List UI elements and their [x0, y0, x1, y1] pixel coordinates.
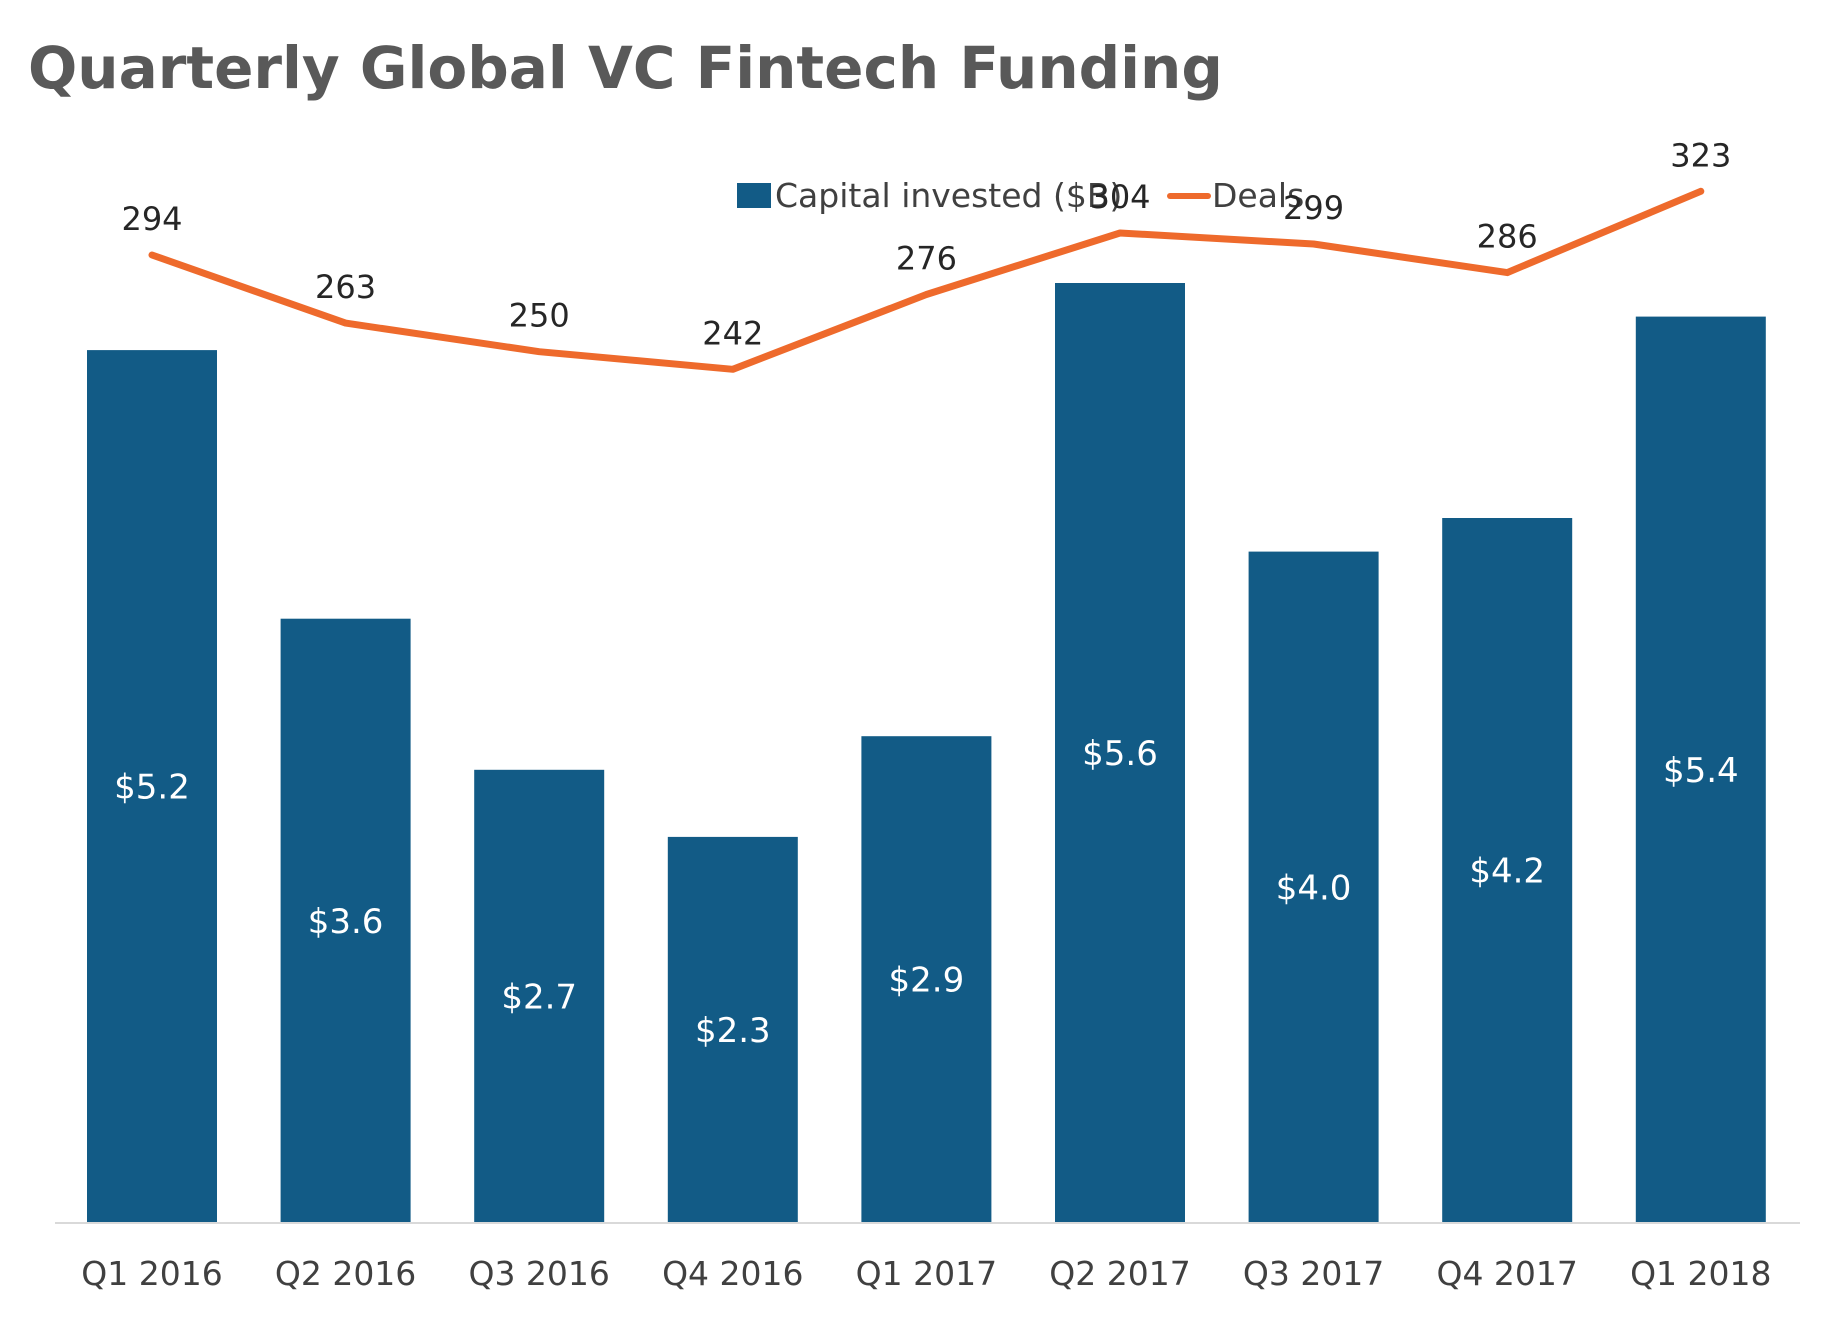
deals-point-3 [729, 366, 736, 373]
deal-value-label-7: 286 [1477, 218, 1538, 256]
bar-capital-0 [87, 350, 217, 1224]
x-tick-label-3: Q4 2016 [662, 1254, 803, 1293]
deals-point-4 [923, 291, 930, 298]
bar-capital-8 [1635, 316, 1766, 1224]
bar-capital-3 [667, 836, 798, 1223]
legend: Capital invested ($B) Deals [737, 176, 1304, 215]
x-tick-label-8: Q1 2018 [1630, 1254, 1771, 1293]
deal-value-label-5: 304 [1089, 178, 1150, 216]
data-labels: $5.2 294 $3.6 263 $2.7 250 $2.3 242 $2.9 276 $5.6 3… [114, 136, 1739, 1051]
bar-capital-4 [861, 736, 992, 1223]
deal-value-label-6: 299 [1283, 189, 1344, 227]
x-axis-ticks: Q1 2016 Q2 2016 Q3 2016 Q4 2016 Q1 2017 Q2 20… [81, 1254, 1771, 1293]
bar-capital-2 [474, 769, 605, 1223]
deals-point-2 [536, 348, 543, 355]
x-tick-label-0: Q1 2016 [81, 1254, 222, 1293]
bar-value-label-0: $5.2 [114, 768, 190, 808]
bar-value-label-8: $5.4 [1663, 751, 1739, 791]
x-tick-label-2: Q3 2016 [468, 1254, 609, 1293]
bar-capital-1 [280, 618, 411, 1223]
chart-title: Quarterly Global VC Fintech Funding [28, 34, 1223, 102]
deals-point-8 [1697, 188, 1704, 195]
deal-value-label-4: 276 [896, 240, 957, 278]
bars [87, 283, 1766, 1224]
bar-value-label-7: $4.2 [1469, 852, 1545, 892]
deals-line-series [148, 187, 1705, 373]
bar-capital-7 [1442, 518, 1573, 1223]
bar-value-label-5: $5.6 [1082, 734, 1158, 774]
bar-capital-5 [1055, 283, 1185, 1223]
x-tick-label-1: Q2 2016 [275, 1254, 416, 1293]
deals-point-0 [149, 252, 155, 258]
deal-value-label-2: 250 [509, 297, 570, 335]
deals-point-6 [1310, 241, 1317, 247]
deals-point-5 [1117, 230, 1123, 236]
deals-point-7 [1504, 269, 1511, 276]
bar-value-label-3: $2.3 [695, 1011, 771, 1051]
legend-swatch-capital [737, 183, 771, 208]
bar-value-label-2: $2.7 [501, 977, 577, 1017]
bar-value-label-6: $4.0 [1276, 868, 1352, 908]
deals-point-1 [342, 320, 349, 327]
deal-value-label-1: 263 [315, 268, 376, 306]
deals-line [148, 187, 1705, 373]
legend-label-deals: Deals [1212, 176, 1304, 215]
deal-value-label-3: 242 [702, 314, 763, 352]
deal-value-label-0: 294 [121, 200, 182, 238]
x-tick-label-5: Q2 2017 [1049, 1254, 1190, 1293]
bar-value-label-1: $3.6 [308, 902, 384, 942]
x-tick-label-7: Q4 2017 [1436, 1254, 1577, 1293]
bar-value-label-4: $2.9 [889, 961, 965, 1001]
x-tick-label-6: Q3 2017 [1243, 1254, 1384, 1293]
x-tick-label-4: Q1 2017 [856, 1254, 997, 1293]
bar-capital-6 [1248, 551, 1379, 1223]
deal-value-label-8: 323 [1670, 136, 1731, 174]
legend-label-capital: Capital invested ($B) [775, 176, 1122, 215]
